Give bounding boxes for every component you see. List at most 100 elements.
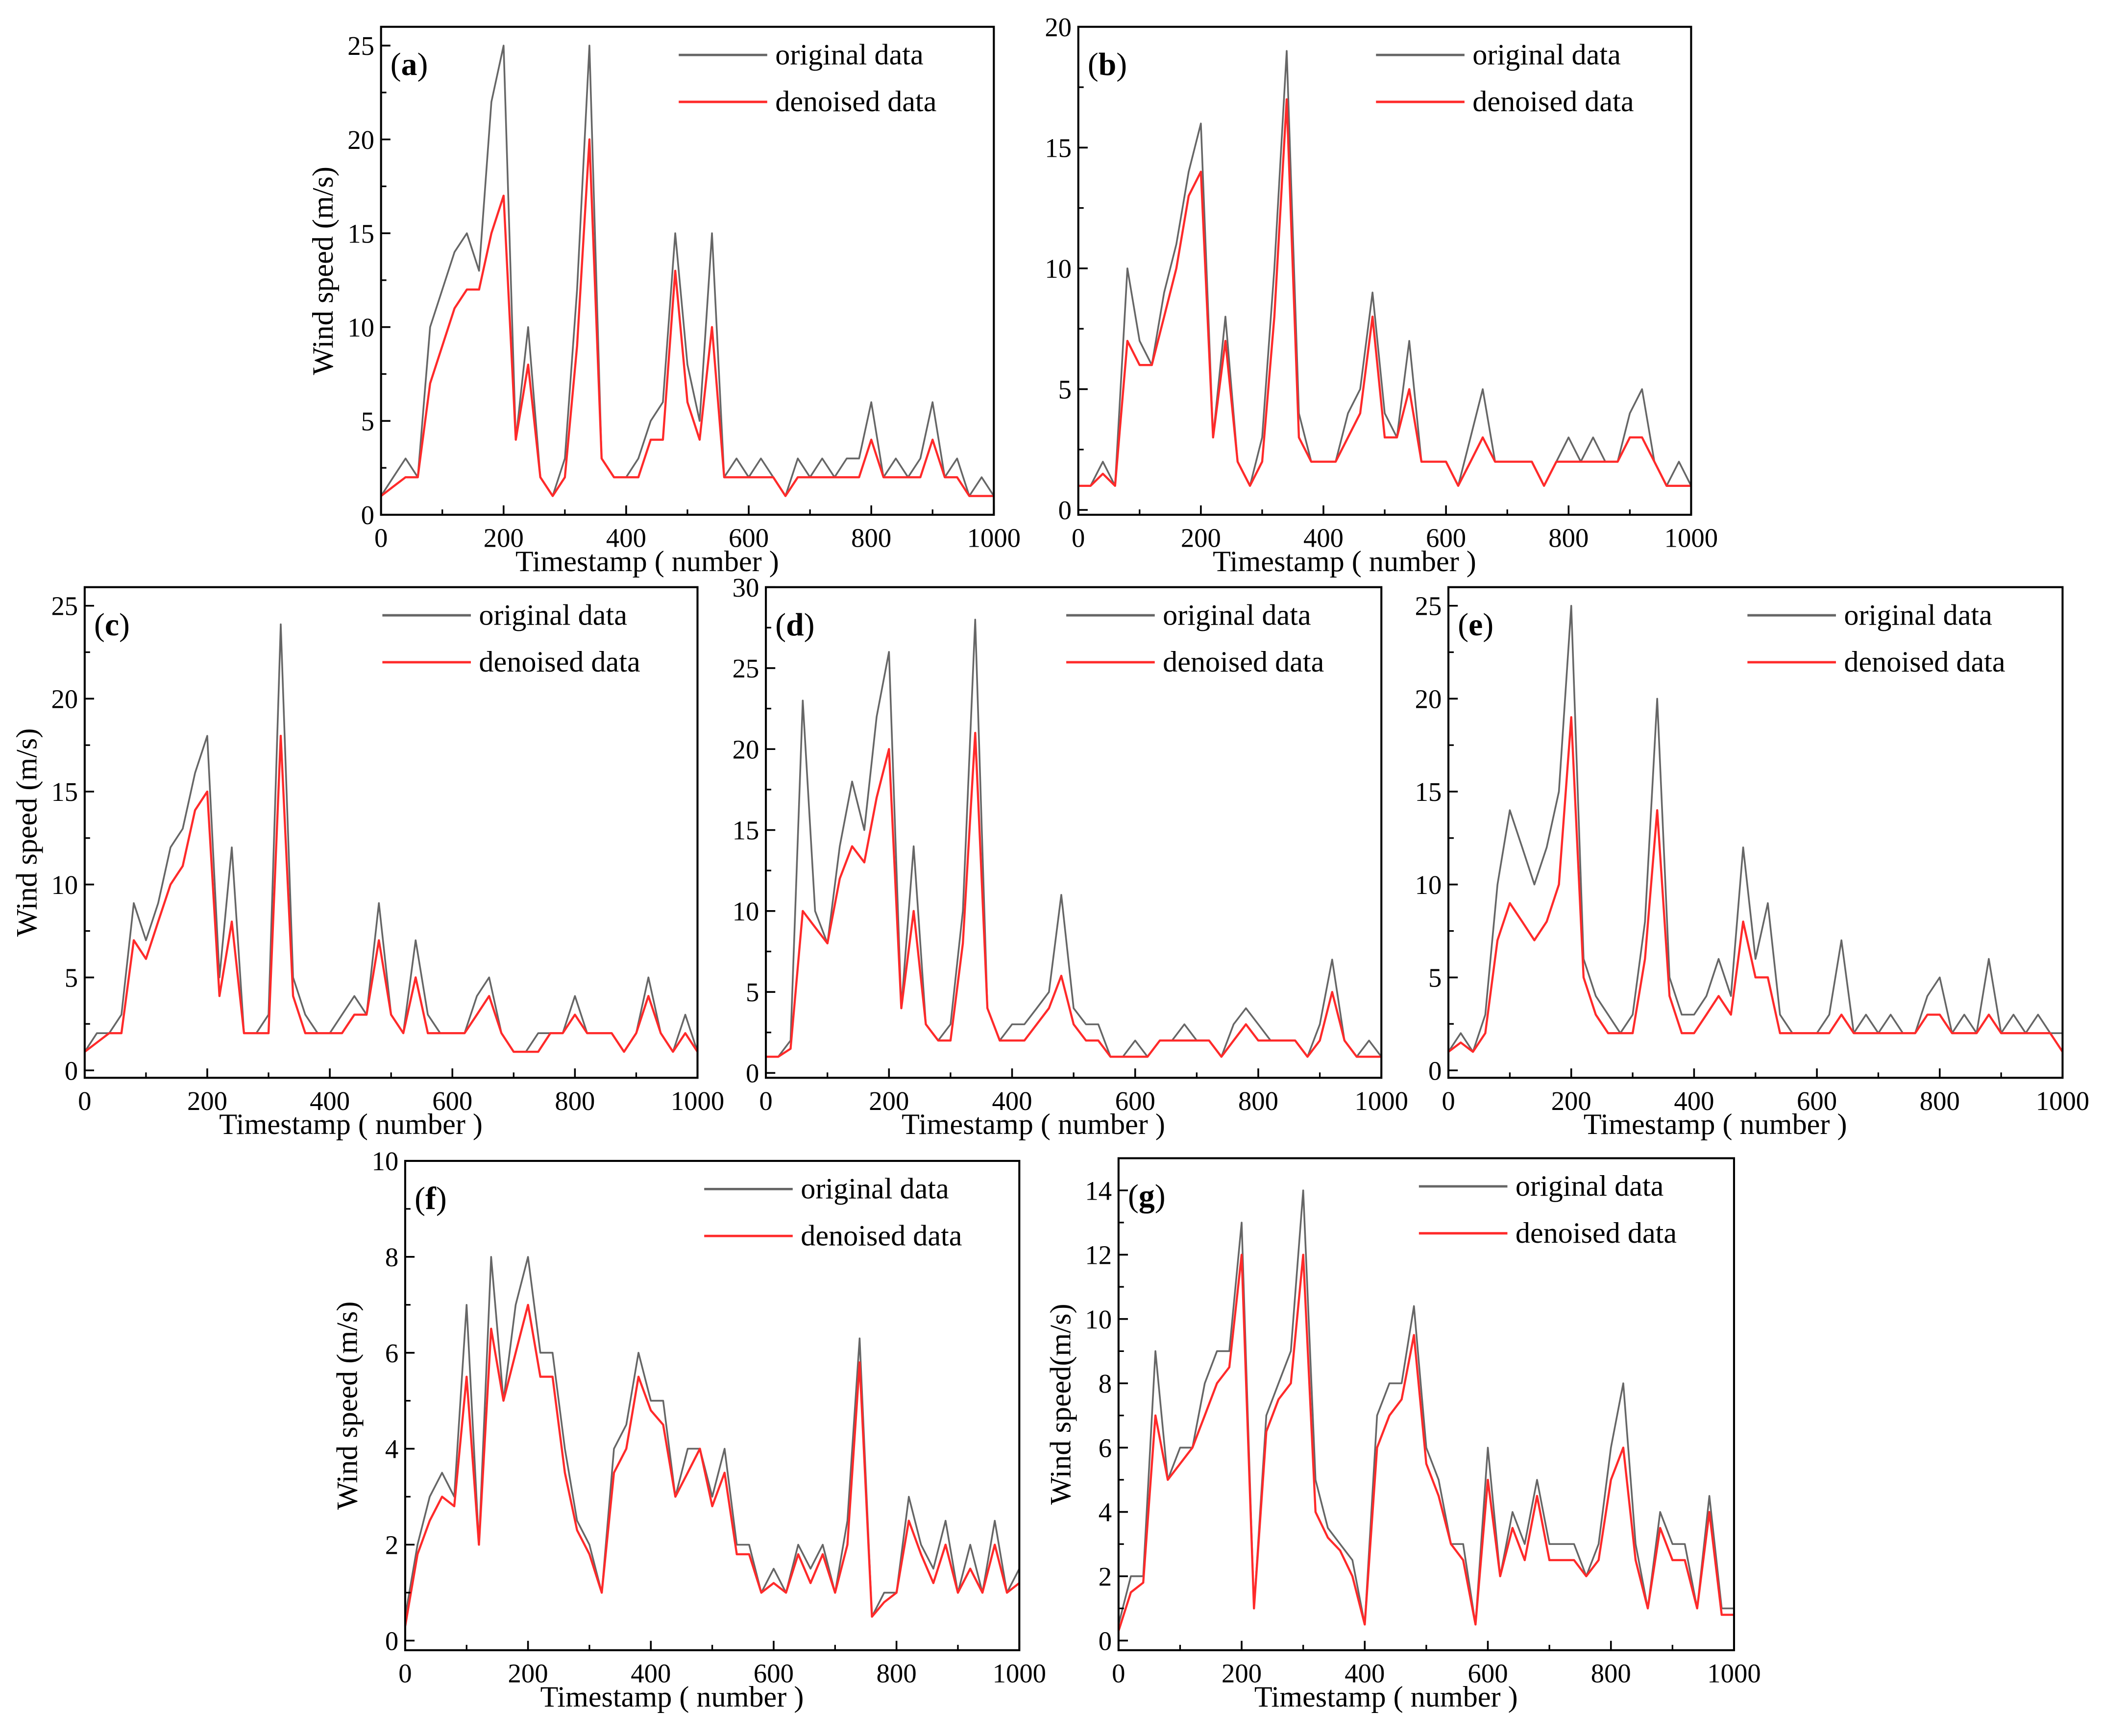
- y-tick-label: 2: [1099, 1562, 1112, 1591]
- y-tick-label: 5: [1058, 375, 1072, 405]
- y-tick-label: 30: [733, 573, 759, 603]
- y-tick-label: 2: [385, 1530, 398, 1560]
- y-tick-label: 12: [1085, 1240, 1112, 1270]
- y-tick-label: 20: [1415, 684, 1442, 714]
- y-tick-label: 5: [746, 977, 759, 1007]
- y-tick-label: 15: [347, 218, 374, 248]
- legend-label: original data: [1516, 1170, 1664, 1203]
- x-tick-label: 400: [1345, 1659, 1385, 1688]
- y-tick-label: 25: [347, 31, 374, 61]
- panel-label-paren: (: [775, 607, 786, 643]
- y-tick-label: 0: [1099, 1626, 1112, 1656]
- x-axis-label: Timestamp ( number ): [1254, 1681, 1518, 1713]
- panel-f: 0 200 400 600 800 1000 0 2 4 6 8 10 Timestamp ( numb…: [331, 1146, 1046, 1713]
- x-tick-label: 400: [606, 523, 646, 553]
- y-tick-label: 0: [1058, 495, 1072, 525]
- y-tick-label: 4: [1099, 1497, 1112, 1527]
- y-axis-label: Wind speed (m/s): [331, 1302, 364, 1510]
- series-line-denoised: [1078, 98, 1691, 487]
- series-line-original: [1078, 50, 1692, 487]
- panel-label-paren: (: [1458, 607, 1468, 643]
- panel-label-paren: ): [119, 607, 130, 643]
- panel-label: (g): [1128, 1178, 1166, 1214]
- panel-label-paren: (: [415, 1181, 425, 1216]
- y-tick-label: 8: [385, 1242, 398, 1272]
- x-tick-label: 600: [754, 1659, 794, 1688]
- x-tick-label: 800: [1548, 523, 1589, 553]
- y-tick-label: 6: [385, 1338, 398, 1368]
- x-tick-label: 200: [187, 1086, 227, 1116]
- x-tick-label: 400: [310, 1086, 350, 1116]
- y-tick-label: 25: [1415, 591, 1442, 621]
- y-axis-label: Wind speed(m/s): [1044, 1303, 1077, 1504]
- panel-label-paren: ): [1483, 607, 1493, 643]
- x-tick-label: 1000: [2036, 1086, 2089, 1116]
- x-tick-label: 800: [555, 1086, 595, 1116]
- series-line-denoised: [1117, 1254, 1734, 1632]
- y-tick-label: 4: [385, 1434, 398, 1464]
- y-tick-label: 10: [1415, 870, 1442, 900]
- y-tick-label: 20: [51, 684, 78, 714]
- x-tick-label: 800: [1238, 1086, 1278, 1116]
- x-tick-label: 400: [1674, 1086, 1714, 1116]
- legend-label: denoised data: [1844, 646, 2005, 678]
- y-tick-label: 0: [361, 500, 374, 530]
- panel-label-paren: (: [1128, 1178, 1139, 1214]
- series-line-original: [84, 623, 699, 1053]
- y-tick-label: 0: [1428, 1056, 1442, 1085]
- panel-label-letter: a: [401, 47, 417, 82]
- legend-label: denoised data: [1163, 646, 1324, 678]
- series-line-original: [766, 619, 1382, 1058]
- legend-label: original data: [775, 38, 924, 71]
- series-line-original: [380, 45, 995, 497]
- x-tick-label: 0: [374, 523, 388, 553]
- panel-label: (d): [775, 607, 814, 643]
- x-tick-label: 0: [1442, 1086, 1455, 1116]
- panel-d: 0 200 400 600 800 1000 0 5 10 15 20 25 30 Timestamp (…: [733, 573, 1408, 1141]
- y-tick-label: 8: [1099, 1369, 1112, 1398]
- legend-label: original data: [479, 599, 627, 631]
- panel-label: (e): [1458, 607, 1493, 643]
- legend-label: original data: [801, 1173, 949, 1206]
- x-tick-label: 1000: [671, 1086, 724, 1116]
- x-tick-label: 800: [877, 1659, 917, 1688]
- x-tick-label: 400: [992, 1086, 1032, 1116]
- y-tick-label: 20: [1045, 12, 1072, 42]
- panel-label: (a): [391, 47, 428, 82]
- panel-label-letter: e: [1468, 607, 1483, 643]
- x-tick-label: 800: [1591, 1659, 1631, 1688]
- x-tick-label: 1000: [1355, 1086, 1408, 1116]
- panel-label-letter: b: [1099, 47, 1117, 82]
- panel-label-letter: c: [105, 607, 119, 643]
- x-axis-label: Timestamp ( number ): [540, 1681, 804, 1713]
- x-tick-label: 0: [398, 1659, 412, 1688]
- y-tick-label: 10: [1085, 1304, 1112, 1334]
- y-tick-label: 6: [1099, 1433, 1112, 1463]
- series-line-denoised: [84, 734, 699, 1053]
- x-tick-label: 1000: [967, 523, 1021, 553]
- y-tick-label: 5: [361, 406, 374, 436]
- panel-g: 0 200 400 600 800 1000 0 2 4 6 8 10 12 14 Timestamp ( …: [1044, 1157, 1761, 1713]
- legend-label: denoised data: [801, 1219, 962, 1252]
- x-tick-label: 0: [759, 1086, 772, 1116]
- panel-label-paren: (: [94, 607, 105, 643]
- legend-label: denoised data: [1472, 85, 1634, 118]
- y-tick-label: 20: [347, 125, 374, 155]
- y-axis-label: Wind speed (m/s): [10, 728, 43, 937]
- y-tick-label: 14: [1085, 1176, 1112, 1206]
- series-line-denoised: [1447, 716, 2064, 1053]
- y-tick-label: 15: [733, 816, 759, 845]
- y-tick-label: 0: [65, 1056, 78, 1085]
- y-tick-label: 20: [733, 734, 759, 764]
- x-tick-label: 200: [484, 523, 524, 553]
- y-tick-label: 10: [372, 1146, 399, 1176]
- y-tick-label: 15: [1045, 133, 1072, 163]
- x-tick-label: 1000: [1707, 1659, 1761, 1688]
- panel-c: 0 200 400 600 800 1000 0 5 10 15 20 25 Timestamp ( n…: [10, 586, 724, 1141]
- y-tick-label: 10: [1045, 254, 1072, 284]
- legend-label: denoised data: [1516, 1217, 1677, 1250]
- x-axis-label: Timestamp ( number ): [1213, 545, 1476, 578]
- y-tick-label: 15: [51, 777, 78, 807]
- x-tick-label: 200: [508, 1659, 548, 1688]
- x-axis-label: Timestamp ( number ): [902, 1108, 1165, 1141]
